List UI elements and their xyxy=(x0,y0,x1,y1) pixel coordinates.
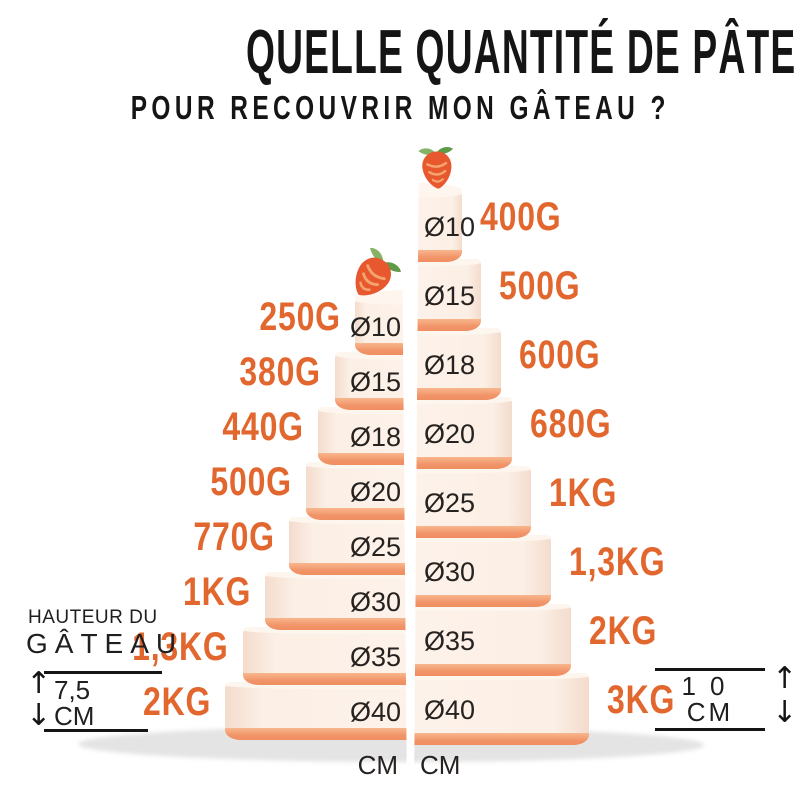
cake-tier xyxy=(243,627,407,685)
height-legend-label: HAUTEUR DU xyxy=(28,607,158,628)
cake-tier xyxy=(414,535,551,607)
tier-base-band xyxy=(335,398,407,410)
cake-tier xyxy=(265,572,407,630)
cake-tier xyxy=(414,190,462,262)
tier-weight-label: 2KG xyxy=(589,608,658,653)
measure-line xyxy=(655,728,765,731)
tier-diameter-label: Ø25 xyxy=(424,487,476,518)
tier-weight-label: 500G xyxy=(499,263,581,308)
cake-tier xyxy=(414,673,589,745)
tier-base-band xyxy=(414,250,462,262)
tier-weight-label: 380G xyxy=(239,349,321,394)
tier-weight-label: 1,3KG xyxy=(569,539,666,584)
cake-tier xyxy=(225,682,407,740)
tier-base-band xyxy=(414,733,589,745)
tier-weight-label: 680G xyxy=(530,401,612,446)
axis-unit-left: CM xyxy=(357,750,398,780)
tier-weight-label: 1KG xyxy=(182,569,251,614)
measure-line xyxy=(655,668,765,671)
tier-diameter-label: Ø15 xyxy=(424,280,476,311)
tier-base-band xyxy=(414,319,481,331)
tier-weight-label: 400G xyxy=(480,194,562,239)
strawberry-icon xyxy=(418,146,453,189)
tier-base-band xyxy=(265,618,407,630)
cake-tier xyxy=(289,517,407,575)
tier-diameter-label: Ø40 xyxy=(424,694,476,725)
tier-diameter-label: Ø15 xyxy=(349,366,401,397)
arrow-down-icon: ↓ xyxy=(772,695,798,730)
strawberry-icon xyxy=(355,247,401,296)
cake-tier xyxy=(414,259,481,331)
tier-diameter-label: Ø18 xyxy=(349,421,401,452)
tier-base-band xyxy=(414,388,501,400)
cake-tier xyxy=(306,462,407,520)
tier-weight-label: 500G xyxy=(210,459,292,504)
tier-base-band xyxy=(414,595,551,607)
cake-tier xyxy=(318,407,407,465)
tier-base-band xyxy=(414,526,531,538)
height-unit: CM xyxy=(686,697,734,727)
tier-diameter-label: Ø35 xyxy=(424,625,476,656)
tier-diameter-label: Ø10 xyxy=(349,311,401,342)
measure-line xyxy=(44,729,148,732)
tier-base-band xyxy=(355,343,407,355)
cake-tier xyxy=(414,397,512,469)
tier-diameter-label: Ø20 xyxy=(349,476,401,507)
height-value: 10 xyxy=(681,671,739,701)
height-legend-label: GÂTEAU xyxy=(26,628,184,659)
cake-tier xyxy=(414,328,501,400)
tier-base-band xyxy=(243,673,407,685)
tier-weight-label: 770G xyxy=(193,514,275,559)
tier-diameter-label: Ø35 xyxy=(349,641,401,672)
page-title: QUELLE QUANTITÉ DE PÂTE À SUCRE POUR REC… xyxy=(0,18,800,128)
tier-weight-label: 440G xyxy=(222,404,304,449)
title-line-1: QUELLE QUANTITÉ DE PÂTE À SUCRE xyxy=(245,18,800,87)
tier-base-band xyxy=(289,563,407,575)
tier-weight-label: 2KG xyxy=(142,679,211,724)
cake-tier xyxy=(335,352,407,410)
tier-weight-label: 600G xyxy=(519,332,601,377)
title-line-2: POUR RECOUVRIR MON GÂTEAU ? xyxy=(130,89,670,126)
tier-diameter-label: Ø18 xyxy=(424,349,476,380)
tier-base-band xyxy=(306,508,407,520)
tier-diameter-label: Ø30 xyxy=(424,556,476,587)
tier-weight-label: 1,3KG xyxy=(132,624,229,669)
measure-line xyxy=(44,671,162,674)
tier-base-band xyxy=(414,457,512,469)
arrow-up-icon: ↑ xyxy=(772,661,798,696)
height-legend-right: 10 CM ↑ ↓ xyxy=(650,660,800,740)
tier-base-band xyxy=(225,728,407,740)
cake-tier xyxy=(414,604,571,676)
tier-base-band xyxy=(414,664,571,676)
height-unit: CM xyxy=(54,701,95,731)
tier-diameter-label: Ø20 xyxy=(424,418,476,449)
tier-diameter-label: Ø30 xyxy=(349,586,401,617)
cake-tier-top xyxy=(414,183,462,198)
tier-diameter-label: Ø25 xyxy=(349,531,401,562)
tier-diameter-label: Ø40 xyxy=(349,696,401,727)
tier-weight-label: 3KG xyxy=(607,677,676,722)
tier-weight-label: 250G xyxy=(259,294,341,339)
axis-unit-right: CM xyxy=(420,750,461,780)
arrow-down-icon: ↓ xyxy=(26,698,52,733)
tier-base-band xyxy=(318,453,407,465)
tier-weight-label: 1KG xyxy=(549,470,618,515)
height-value: 7,5 xyxy=(54,675,91,705)
cake-tier xyxy=(414,466,531,538)
height-legend-left: HAUTEUR DU GÂTEAU ↑ ↓ 7,5 CM xyxy=(22,603,197,738)
tier-diameter-label: Ø10 xyxy=(424,211,476,242)
